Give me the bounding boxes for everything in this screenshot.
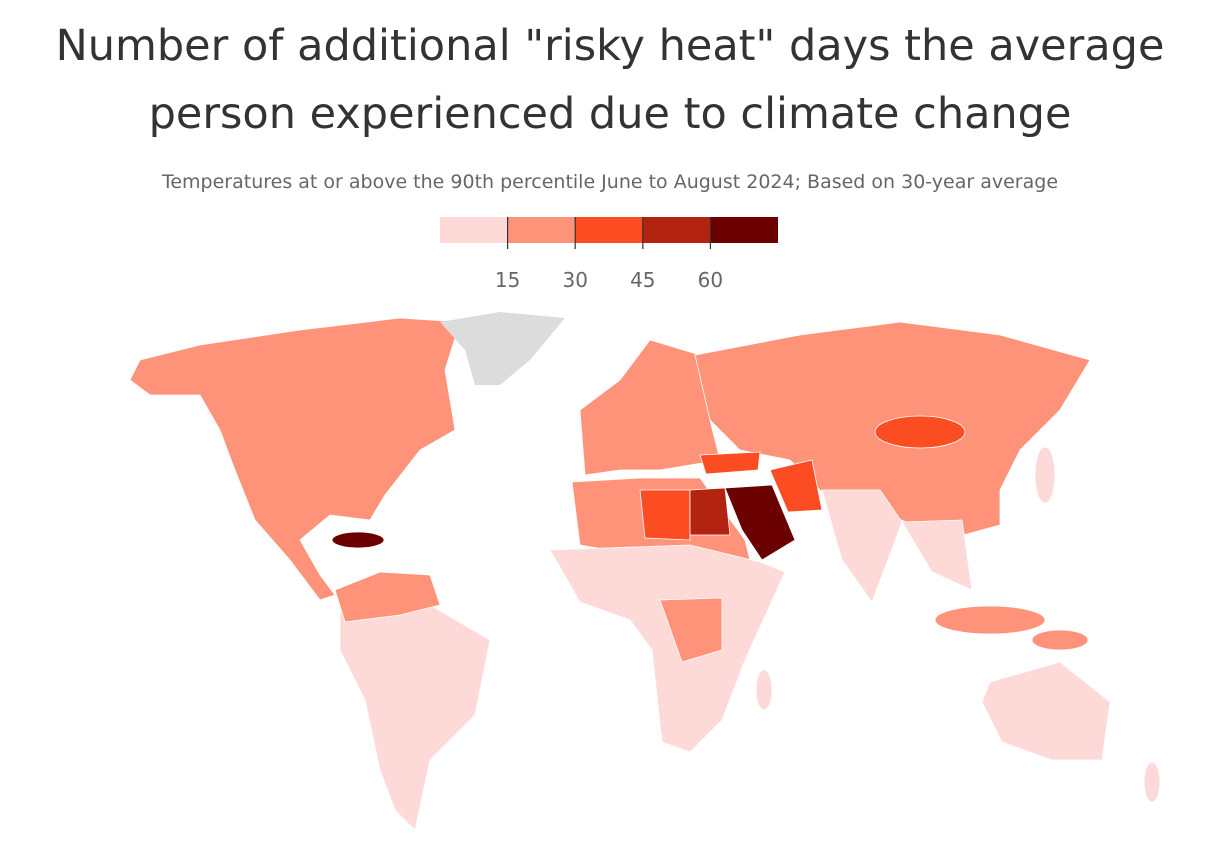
legend: 15 30 45 60 xyxy=(440,217,778,292)
africa xyxy=(549,544,786,753)
japan xyxy=(1034,446,1056,504)
new-zealand xyxy=(1143,761,1161,803)
legend-tick-label: 60 xyxy=(698,268,723,292)
legend-tick-label: 15 xyxy=(495,268,520,292)
subtitle: Temperatures at or above the 90th percen… xyxy=(161,171,1058,193)
arabia xyxy=(724,484,796,561)
legend-swatch xyxy=(440,217,508,243)
libya xyxy=(639,489,691,541)
mongolia xyxy=(874,415,966,449)
legend-swatch xyxy=(710,217,778,243)
northern-south-america xyxy=(334,571,441,623)
legend-tick-label: 30 xyxy=(562,268,587,292)
turkey xyxy=(699,451,761,475)
legend-swatch xyxy=(642,217,711,243)
iran xyxy=(769,459,823,513)
indonesia xyxy=(934,605,1046,635)
caribbean xyxy=(331,531,385,549)
central-africa xyxy=(659,597,723,663)
southeast-asia xyxy=(901,519,973,591)
legend-swatch xyxy=(507,217,576,243)
australia xyxy=(981,661,1111,761)
legend-swatch xyxy=(575,217,643,243)
title-line: Number of additional "risky heat" days t… xyxy=(56,21,1165,71)
greenland xyxy=(440,312,565,385)
indonesia xyxy=(1031,629,1089,651)
india xyxy=(821,489,903,603)
madagascar xyxy=(755,669,773,711)
legend-tick-label: 45 xyxy=(630,268,655,292)
north-america xyxy=(129,317,461,601)
south-america xyxy=(339,604,491,831)
title-line: person experienced due to climate change xyxy=(149,89,1072,139)
map xyxy=(129,312,1161,831)
egypt xyxy=(689,487,731,536)
europe xyxy=(579,339,721,476)
